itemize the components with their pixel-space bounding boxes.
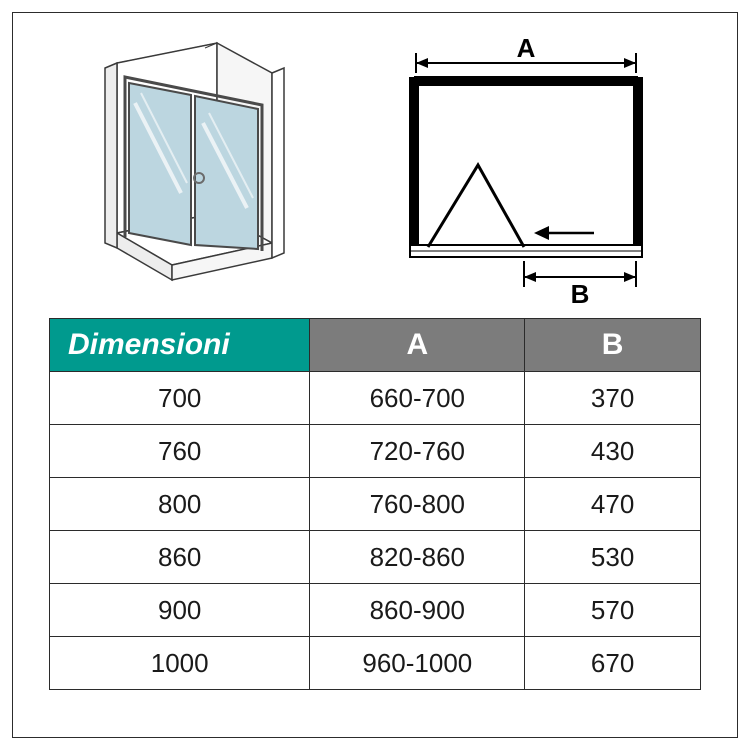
- table-row: 860 820-860 530: [50, 531, 701, 584]
- table-header-row: Dimensioni A B: [50, 319, 701, 372]
- cell: 760-800: [310, 478, 525, 531]
- col-header-dimensioni: Dimensioni: [50, 319, 310, 372]
- cell: 900: [50, 584, 310, 637]
- cell: 960-1000: [310, 637, 525, 690]
- cell: 860-900: [310, 584, 525, 637]
- dim-label-a: A: [516, 33, 535, 63]
- col-header-a: A: [310, 319, 525, 372]
- cell: 660-700: [310, 372, 525, 425]
- table-row: 760 720-760 430: [50, 425, 701, 478]
- cell: 720-760: [310, 425, 525, 478]
- dimensions-table-wrap: Dimensioni A B 700 660-700 370 760 720-7…: [13, 318, 737, 710]
- plan-diagram: A B: [374, 33, 674, 313]
- cell: 570: [525, 584, 701, 637]
- cell: 370: [525, 372, 701, 425]
- table-row: 1000 960-1000 670: [50, 637, 701, 690]
- cell: 470: [525, 478, 701, 531]
- col-header-b: B: [525, 319, 701, 372]
- dimensions-table: Dimensioni A B 700 660-700 370 760 720-7…: [49, 318, 701, 690]
- diagrams-row: A B: [13, 13, 737, 318]
- product-illustration: [77, 33, 307, 293]
- cell: 800: [50, 478, 310, 531]
- page-frame: A B Dimensio: [12, 12, 738, 738]
- table-row: 700 660-700 370: [50, 372, 701, 425]
- cell: 820-860: [310, 531, 525, 584]
- cell: 760: [50, 425, 310, 478]
- table-row: 800 760-800 470: [50, 478, 701, 531]
- cell: 670: [525, 637, 701, 690]
- cell: 1000: [50, 637, 310, 690]
- dim-label-b: B: [570, 279, 589, 309]
- cell: 860: [50, 531, 310, 584]
- table-row: 900 860-900 570: [50, 584, 701, 637]
- cell: 700: [50, 372, 310, 425]
- cell: 530: [525, 531, 701, 584]
- cell: 430: [525, 425, 701, 478]
